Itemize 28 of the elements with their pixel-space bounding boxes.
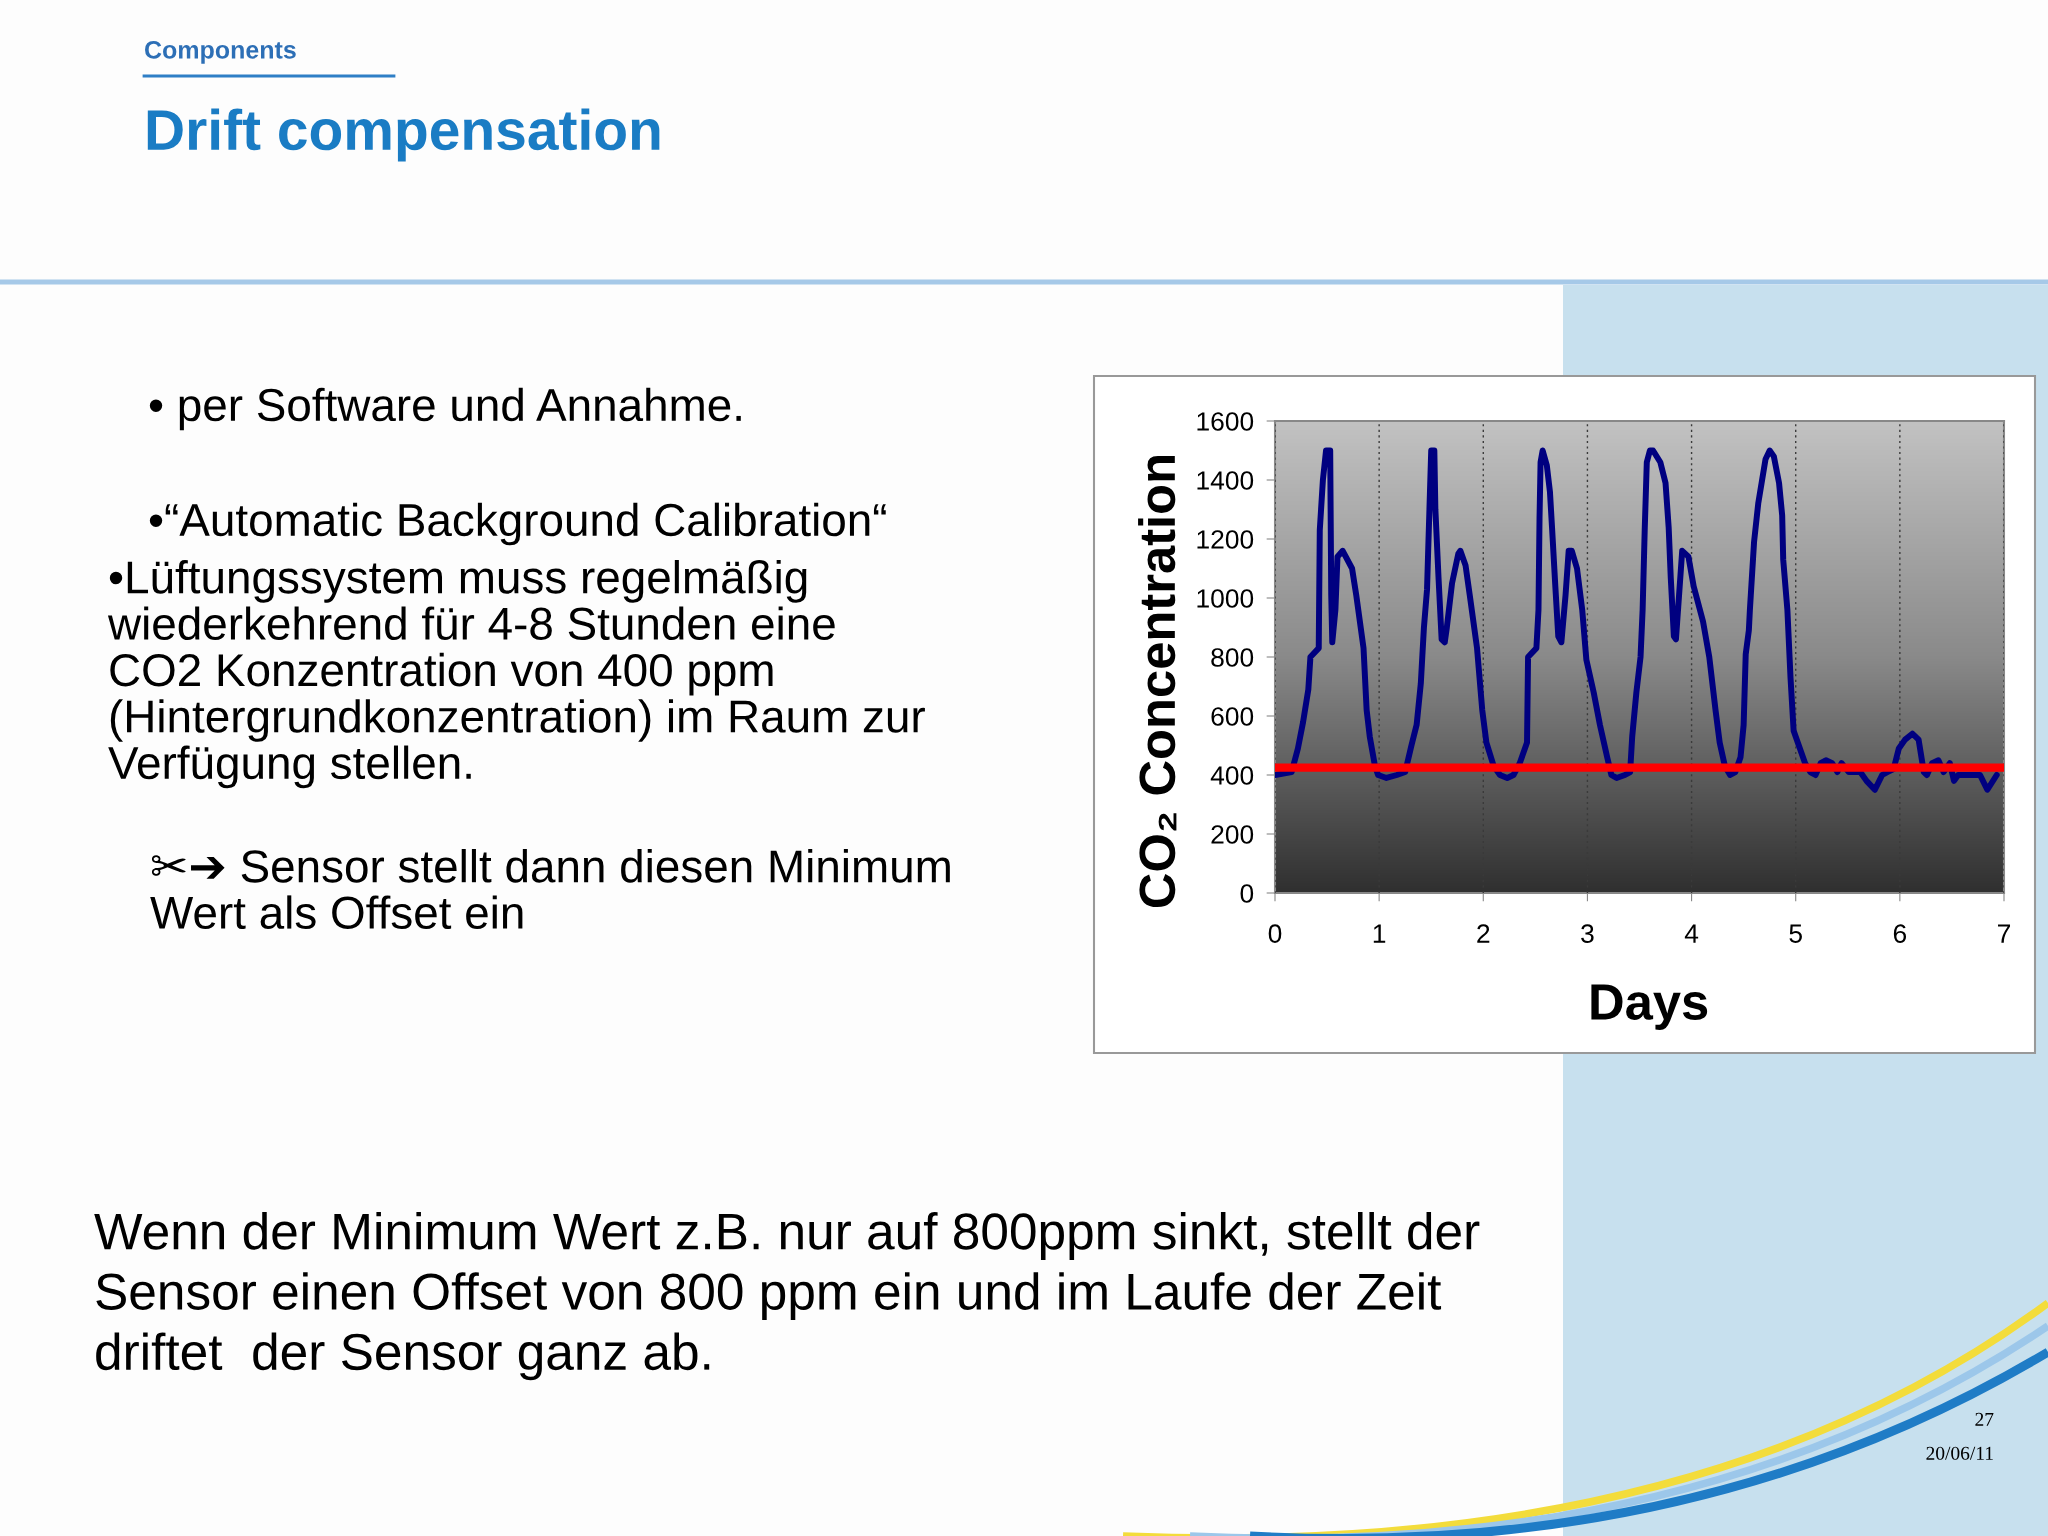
x-tick-label: 3 [1581, 924, 1594, 943]
y-tick-label: 200 [1211, 825, 1254, 844]
x-tick-label: 1 [1373, 924, 1386, 943]
x-tick-label: 2 [1477, 924, 1490, 943]
text: Components [145, 41, 296, 64]
text: 20/06/11 [1926, 1446, 1993, 1460]
y-tick-label: 400 [1210, 766, 1254, 785]
x-tick-label: 5 [1789, 924, 1802, 943]
text: Drift compensation [147, 108, 660, 162]
y-tick-label: 1000 [1197, 589, 1254, 608]
y-tick-label: 1200 [1197, 530, 1254, 549]
text: ✂➔ Sensor stellt dann diesen Minimum Wert als Offset ein [150, 849, 950, 930]
x-tick-label: 0 [1268, 924, 1282, 943]
text: 27 [1975, 1412, 1994, 1426]
y-tick-label: 0 [1240, 884, 1254, 903]
text: •“Automatic Background Calibration“ [149, 502, 886, 546]
x-axis-title: Days [1591, 984, 1708, 1030]
text: Wenn der Minimum Wert z.B. nur auf 800ppm sinkt, stellt der Sensor einen Offset von 800 ppm ein und im Laufe der Zeit driftet der Sensor ganz ab. [94, 1212, 1480, 1381]
y-axis-title: CO₂ Concentration [1138, 456, 1177, 908]
text: • per Software und Annahme. [149, 387, 741, 431]
x-tick-label: 4 [1684, 924, 1699, 943]
x-tick-label: 6 [1893, 924, 1907, 943]
text: •Lüftungssystem muss regelmäßig wiederkehrend für 4-8 Stunden eine CO2 Konzentration von 400 ppm (Hintergrundkonzentration) im Raum zur Verfügung stellen. [107, 560, 925, 789]
y-tick-label: 600 [1211, 707, 1254, 726]
y-tick-label: 1600 [1197, 412, 1254, 431]
y-tick-label: 800 [1211, 648, 1254, 667]
x-tick-label: 7 [1998, 924, 2011, 943]
y-tick-label: 1400 [1197, 471, 1254, 490]
